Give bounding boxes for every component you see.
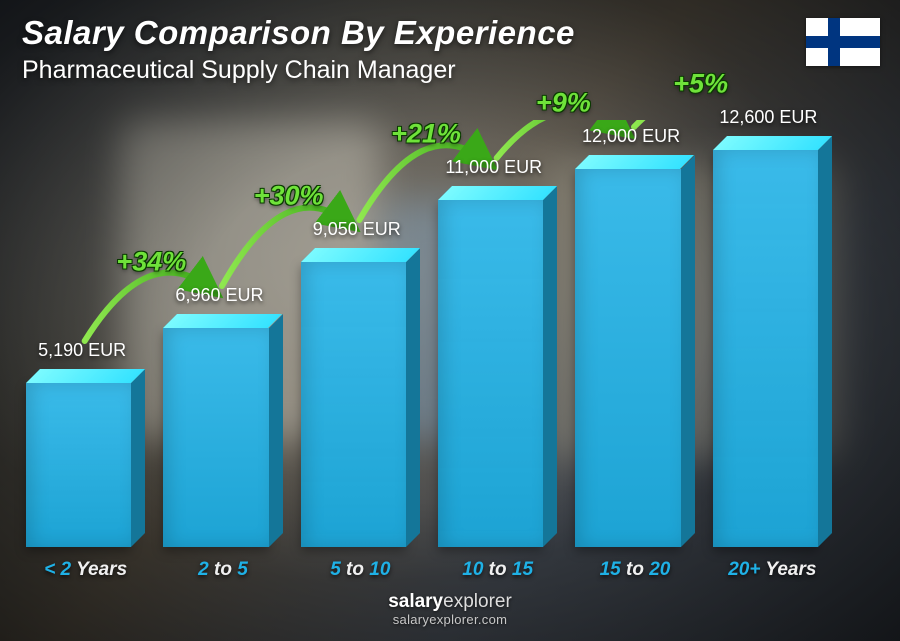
chart-subtitle: Pharmaceutical Supply Chain Manager (22, 56, 575, 85)
bar (163, 328, 282, 547)
bar-value-label: 6,960 EUR (175, 285, 263, 306)
x-axis-label: 20+ Years (713, 559, 832, 581)
x-axis-label: < 2 Years (26, 559, 145, 581)
bar-column: 5,190 EUR (26, 120, 145, 547)
bar (438, 200, 557, 547)
bar-value-label: 9,050 EUR (313, 219, 401, 240)
bar (575, 169, 694, 547)
bar-chart: 5,190 EUR 6,960 EUR 9,050 EUR 11,000 EUR 12,… (20, 120, 838, 575)
bar-value-label: 12,600 EUR (719, 107, 817, 128)
bar-value-label: 11,000 EUR (445, 157, 542, 178)
footer: salaryexplorer salaryexplorer.com (0, 591, 900, 627)
bar-value-label: 5,190 EUR (38, 340, 126, 361)
increase-label: +5% (673, 69, 728, 100)
increase-label: +21% (391, 119, 461, 150)
bar-value-label: 12,000 EUR (582, 126, 680, 147)
bar (301, 262, 420, 547)
x-axis-label: 2 to 5 (163, 559, 282, 581)
bars-container: 5,190 EUR 6,960 EUR 9,050 EUR 11,000 EUR 12,… (20, 120, 838, 547)
x-axis-label: 15 to 20 (575, 559, 694, 581)
footer-brand-rest: explorer (443, 591, 512, 612)
title-block: Salary Comparison By Experience Pharmace… (22, 14, 575, 85)
flag-finland (806, 18, 880, 66)
x-labels: < 2 Years 2 to 5 5 to 10 10 to 15 15 to 20 20… (20, 559, 838, 581)
bar (713, 150, 832, 547)
increase-label: +30% (254, 181, 324, 212)
footer-brand-bold: salary (388, 591, 443, 612)
bar-column: 12,600 EUR (713, 120, 832, 547)
bar-column: 11,000 EUR (438, 120, 557, 547)
x-axis-label: 5 to 10 (301, 559, 420, 581)
infographic-stage: Salary Comparison By Experience Pharmace… (0, 0, 900, 641)
footer-brand: salaryexplorer (388, 591, 512, 612)
footer-domain: salaryexplorer.com (0, 612, 900, 627)
increase-label: +34% (116, 247, 186, 278)
x-axis-label: 10 to 15 (438, 559, 557, 581)
chart-title: Salary Comparison By Experience (22, 14, 575, 52)
bar-column: 12,000 EUR (575, 120, 694, 547)
bar (26, 383, 145, 547)
increase-label: +9% (536, 88, 591, 119)
